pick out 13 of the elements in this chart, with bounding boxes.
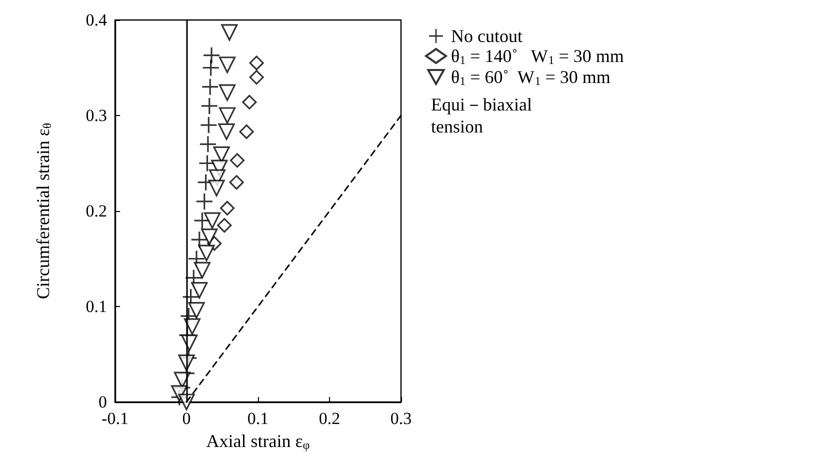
legend-label: No cutout (451, 26, 522, 46)
y-tick-label: 0.3 (86, 106, 107, 125)
series-label: Equi－biaxial tension (431, 94, 536, 136)
x-tick-label: 0.1 (247, 409, 269, 428)
y-tick-label: 0.2 (86, 202, 107, 220)
x-tick-label: 0.2 (318, 409, 340, 428)
y-axis-title: Circumferential strain εθ (33, 122, 54, 300)
x-tick-label: 0.3 (390, 409, 412, 428)
x-tick-label: 0 (182, 409, 191, 428)
x-tick-label: -0.1 (102, 409, 128, 428)
y-tick-label: 0.1 (86, 297, 107, 316)
y-tick-label: 0 (98, 392, 107, 412)
y-tick-label: 0.4 (86, 10, 108, 30)
